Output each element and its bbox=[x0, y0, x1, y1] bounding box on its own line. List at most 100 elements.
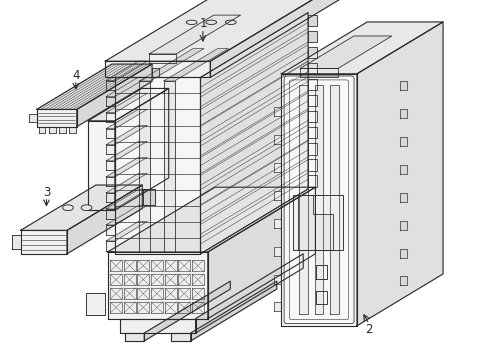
Polygon shape bbox=[106, 157, 147, 177]
Polygon shape bbox=[307, 31, 316, 42]
Polygon shape bbox=[307, 47, 316, 58]
Polygon shape bbox=[298, 195, 332, 250]
Polygon shape bbox=[106, 209, 115, 219]
Polygon shape bbox=[137, 302, 149, 313]
Polygon shape bbox=[399, 248, 406, 258]
Polygon shape bbox=[20, 185, 142, 230]
Polygon shape bbox=[178, 288, 190, 299]
Polygon shape bbox=[106, 174, 147, 193]
Polygon shape bbox=[142, 189, 154, 205]
Ellipse shape bbox=[62, 205, 73, 211]
Polygon shape bbox=[307, 111, 316, 122]
Polygon shape bbox=[139, 49, 203, 81]
Polygon shape bbox=[49, 127, 55, 133]
Polygon shape bbox=[151, 260, 163, 271]
Polygon shape bbox=[307, 175, 316, 186]
Ellipse shape bbox=[81, 205, 92, 211]
Polygon shape bbox=[207, 187, 315, 319]
Polygon shape bbox=[115, 89, 168, 210]
Polygon shape bbox=[281, 22, 442, 74]
Polygon shape bbox=[106, 225, 115, 235]
Polygon shape bbox=[106, 113, 115, 122]
Polygon shape bbox=[151, 302, 163, 313]
Polygon shape bbox=[149, 54, 176, 63]
Polygon shape bbox=[107, 252, 207, 319]
Polygon shape bbox=[178, 260, 190, 271]
Polygon shape bbox=[195, 254, 303, 333]
Polygon shape bbox=[281, 74, 356, 326]
Polygon shape bbox=[110, 288, 122, 299]
Polygon shape bbox=[124, 333, 144, 341]
Polygon shape bbox=[191, 274, 203, 285]
Polygon shape bbox=[106, 206, 147, 225]
Polygon shape bbox=[178, 302, 190, 313]
Polygon shape bbox=[106, 189, 147, 209]
Polygon shape bbox=[106, 93, 147, 113]
Polygon shape bbox=[274, 274, 281, 284]
Polygon shape bbox=[314, 85, 323, 314]
Polygon shape bbox=[105, 0, 339, 61]
Polygon shape bbox=[20, 230, 67, 254]
Polygon shape bbox=[163, 49, 228, 81]
Polygon shape bbox=[399, 109, 406, 118]
Polygon shape bbox=[106, 109, 147, 129]
Polygon shape bbox=[399, 137, 406, 146]
Polygon shape bbox=[59, 127, 65, 133]
Polygon shape bbox=[106, 61, 147, 81]
Polygon shape bbox=[274, 107, 281, 116]
Polygon shape bbox=[110, 274, 122, 285]
Polygon shape bbox=[164, 274, 176, 285]
Polygon shape bbox=[106, 129, 115, 138]
Polygon shape bbox=[298, 85, 307, 314]
Polygon shape bbox=[29, 114, 37, 122]
Polygon shape bbox=[123, 260, 135, 271]
Polygon shape bbox=[307, 159, 316, 171]
Polygon shape bbox=[164, 260, 176, 271]
Polygon shape bbox=[107, 187, 315, 252]
Polygon shape bbox=[106, 193, 115, 202]
Polygon shape bbox=[106, 81, 115, 90]
Polygon shape bbox=[163, 81, 174, 252]
Polygon shape bbox=[293, 195, 342, 250]
Polygon shape bbox=[164, 288, 176, 299]
Polygon shape bbox=[105, 61, 210, 77]
Polygon shape bbox=[115, 77, 200, 254]
Polygon shape bbox=[106, 241, 115, 251]
Polygon shape bbox=[399, 276, 406, 285]
Polygon shape bbox=[399, 193, 406, 202]
Polygon shape bbox=[274, 191, 281, 200]
Polygon shape bbox=[307, 15, 316, 26]
Polygon shape bbox=[171, 333, 190, 341]
Polygon shape bbox=[274, 163, 281, 172]
Polygon shape bbox=[137, 288, 149, 299]
Polygon shape bbox=[106, 161, 115, 170]
Polygon shape bbox=[274, 247, 281, 256]
Polygon shape bbox=[300, 36, 391, 68]
Polygon shape bbox=[137, 260, 149, 271]
Polygon shape bbox=[106, 221, 147, 241]
Polygon shape bbox=[137, 274, 149, 285]
Polygon shape bbox=[69, 127, 75, 133]
Polygon shape bbox=[106, 145, 115, 154]
Polygon shape bbox=[37, 64, 152, 109]
Polygon shape bbox=[37, 109, 77, 127]
Polygon shape bbox=[191, 288, 203, 299]
Polygon shape bbox=[190, 281, 276, 341]
Polygon shape bbox=[120, 319, 195, 333]
Polygon shape bbox=[274, 219, 281, 228]
Polygon shape bbox=[106, 77, 147, 96]
Polygon shape bbox=[106, 141, 147, 161]
Text: 4: 4 bbox=[72, 69, 80, 82]
Polygon shape bbox=[88, 121, 115, 210]
Polygon shape bbox=[123, 302, 135, 313]
Polygon shape bbox=[85, 293, 105, 315]
Polygon shape bbox=[307, 79, 316, 90]
Text: 2: 2 bbox=[365, 323, 372, 336]
Polygon shape bbox=[307, 95, 316, 107]
Polygon shape bbox=[106, 177, 115, 186]
Polygon shape bbox=[123, 288, 135, 299]
Polygon shape bbox=[151, 288, 163, 299]
Polygon shape bbox=[77, 64, 152, 127]
Polygon shape bbox=[330, 85, 339, 314]
Text: 1: 1 bbox=[199, 17, 206, 30]
